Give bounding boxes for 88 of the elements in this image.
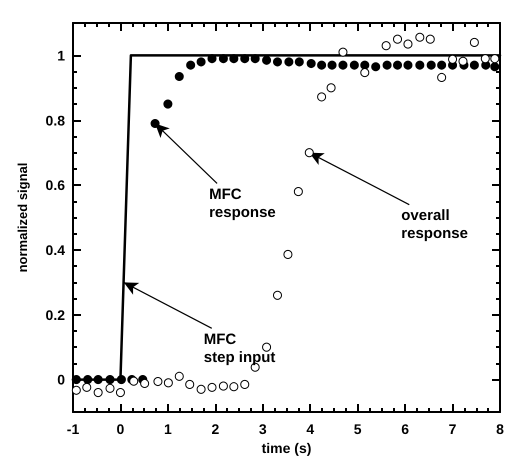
point [262,56,272,65]
point [448,54,458,64]
x-tick-label: 0 [116,421,125,437]
point [174,72,184,81]
point [106,384,115,393]
point [106,375,115,384]
point [284,57,294,66]
annotation: MFC response [209,186,276,221]
x-axis-title: time (s) [262,440,312,456]
point [470,60,479,70]
point [490,54,500,64]
point [163,100,172,109]
point [174,372,184,381]
y-tick-label: 0.4 [46,242,66,258]
x-tick-label: 3 [258,421,267,437]
y-tick-label: 0.6 [46,177,66,194]
point [338,48,348,57]
x-tick-label: 4 [306,421,314,437]
x-tick-label: 1 [164,421,172,437]
point [294,57,304,66]
point [272,290,282,300]
point [185,380,194,389]
x-tick-label: -1 [66,421,80,437]
point [360,68,370,78]
y-tick-label: 0.8 [46,112,66,128]
point [82,382,92,392]
point [283,250,292,259]
point [240,380,250,389]
point [116,375,126,384]
point [360,60,370,70]
point [140,378,150,388]
point [426,34,435,44]
point [470,38,479,47]
point [317,60,326,70]
point [317,92,326,102]
point [371,62,380,72]
point [403,40,412,49]
point [94,375,103,384]
y-tick-label: 0 [57,372,66,388]
point [164,378,173,388]
point [480,54,490,64]
point [382,41,391,50]
point [218,382,228,391]
point [72,375,81,384]
point [116,388,125,398]
point [338,60,348,70]
point [294,187,303,196]
point [403,60,412,70]
annotation: MFC step input [204,330,276,366]
point [83,375,92,384]
point [229,382,238,392]
point [208,382,217,392]
point [250,54,260,64]
point [94,388,103,398]
point [306,59,316,68]
x-tick-label: 7 [448,421,457,437]
point [426,60,436,70]
point [196,57,206,66]
point [382,60,392,70]
point [304,148,314,158]
point [393,60,402,70]
point [350,60,359,70]
point [272,57,282,66]
x-tick-label: 8 [496,421,504,437]
point [437,72,446,82]
point [437,60,446,70]
point [326,83,336,92]
point [393,34,402,44]
point [186,60,196,70]
point [328,60,337,70]
point [229,54,238,64]
point [415,60,424,70]
point [415,32,424,42]
point [196,384,206,394]
y-tick-label: 1 [57,47,66,64]
x-tick-label: 2 [211,421,220,437]
point [72,386,81,395]
y-axis-title: normalized signal [15,162,30,272]
point [218,54,228,64]
x-tick-label: 6 [401,421,410,437]
y-tick-label: 0.2 [46,306,66,323]
point [208,54,217,64]
point [458,56,468,66]
x-tick-label: 5 [354,421,362,437]
point [153,377,162,386]
annotation: overall response [401,207,468,242]
point [240,54,250,64]
point [490,62,500,72]
